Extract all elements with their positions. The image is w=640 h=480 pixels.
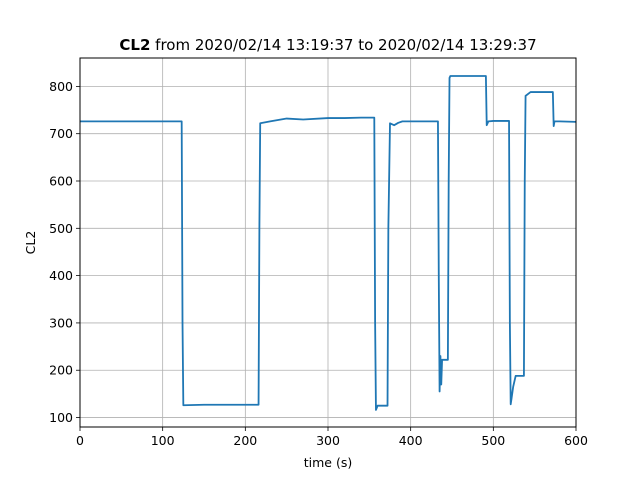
y-tick-label: 400 [49, 268, 73, 283]
x-tick-label: 100 [151, 433, 175, 448]
y-axis-label: CL2 [23, 231, 38, 255]
y-tick-label: 300 [49, 315, 73, 330]
series-line [80, 75, 577, 411]
x-tick-label: 400 [399, 433, 423, 448]
y-tick-label: 700 [49, 126, 73, 141]
chart-title-bold: CL2 [119, 36, 150, 54]
x-tick-label: 0 [76, 433, 84, 448]
y-tick-label: 600 [49, 174, 73, 189]
chart-title: CL2 from 2020/02/14 13:19:37 to 2020/02/… [119, 36, 536, 54]
x-tick-label: 200 [233, 433, 257, 448]
y-tick-label: 200 [49, 363, 73, 378]
x-axis-label: time (s) [304, 455, 352, 470]
y-tick-label: 100 [49, 410, 73, 425]
grid-lines [79, 58, 577, 427]
y-axis-ticks: 100 200 300 400 500 600 700 800 [49, 79, 80, 425]
chart-title-rest: from 2020/02/14 13:19:37 to 2020/02/14 1… [150, 36, 536, 54]
y-tick-label: 800 [49, 79, 73, 94]
x-axis-ticks: 0 100 200 300 400 500 600 [76, 427, 588, 448]
x-tick-label: 300 [316, 433, 340, 448]
plot-frame [79, 57, 577, 428]
y-tick-label: 500 [49, 221, 73, 236]
x-tick-label: 500 [481, 433, 505, 448]
x-tick-label: 600 [564, 433, 588, 448]
